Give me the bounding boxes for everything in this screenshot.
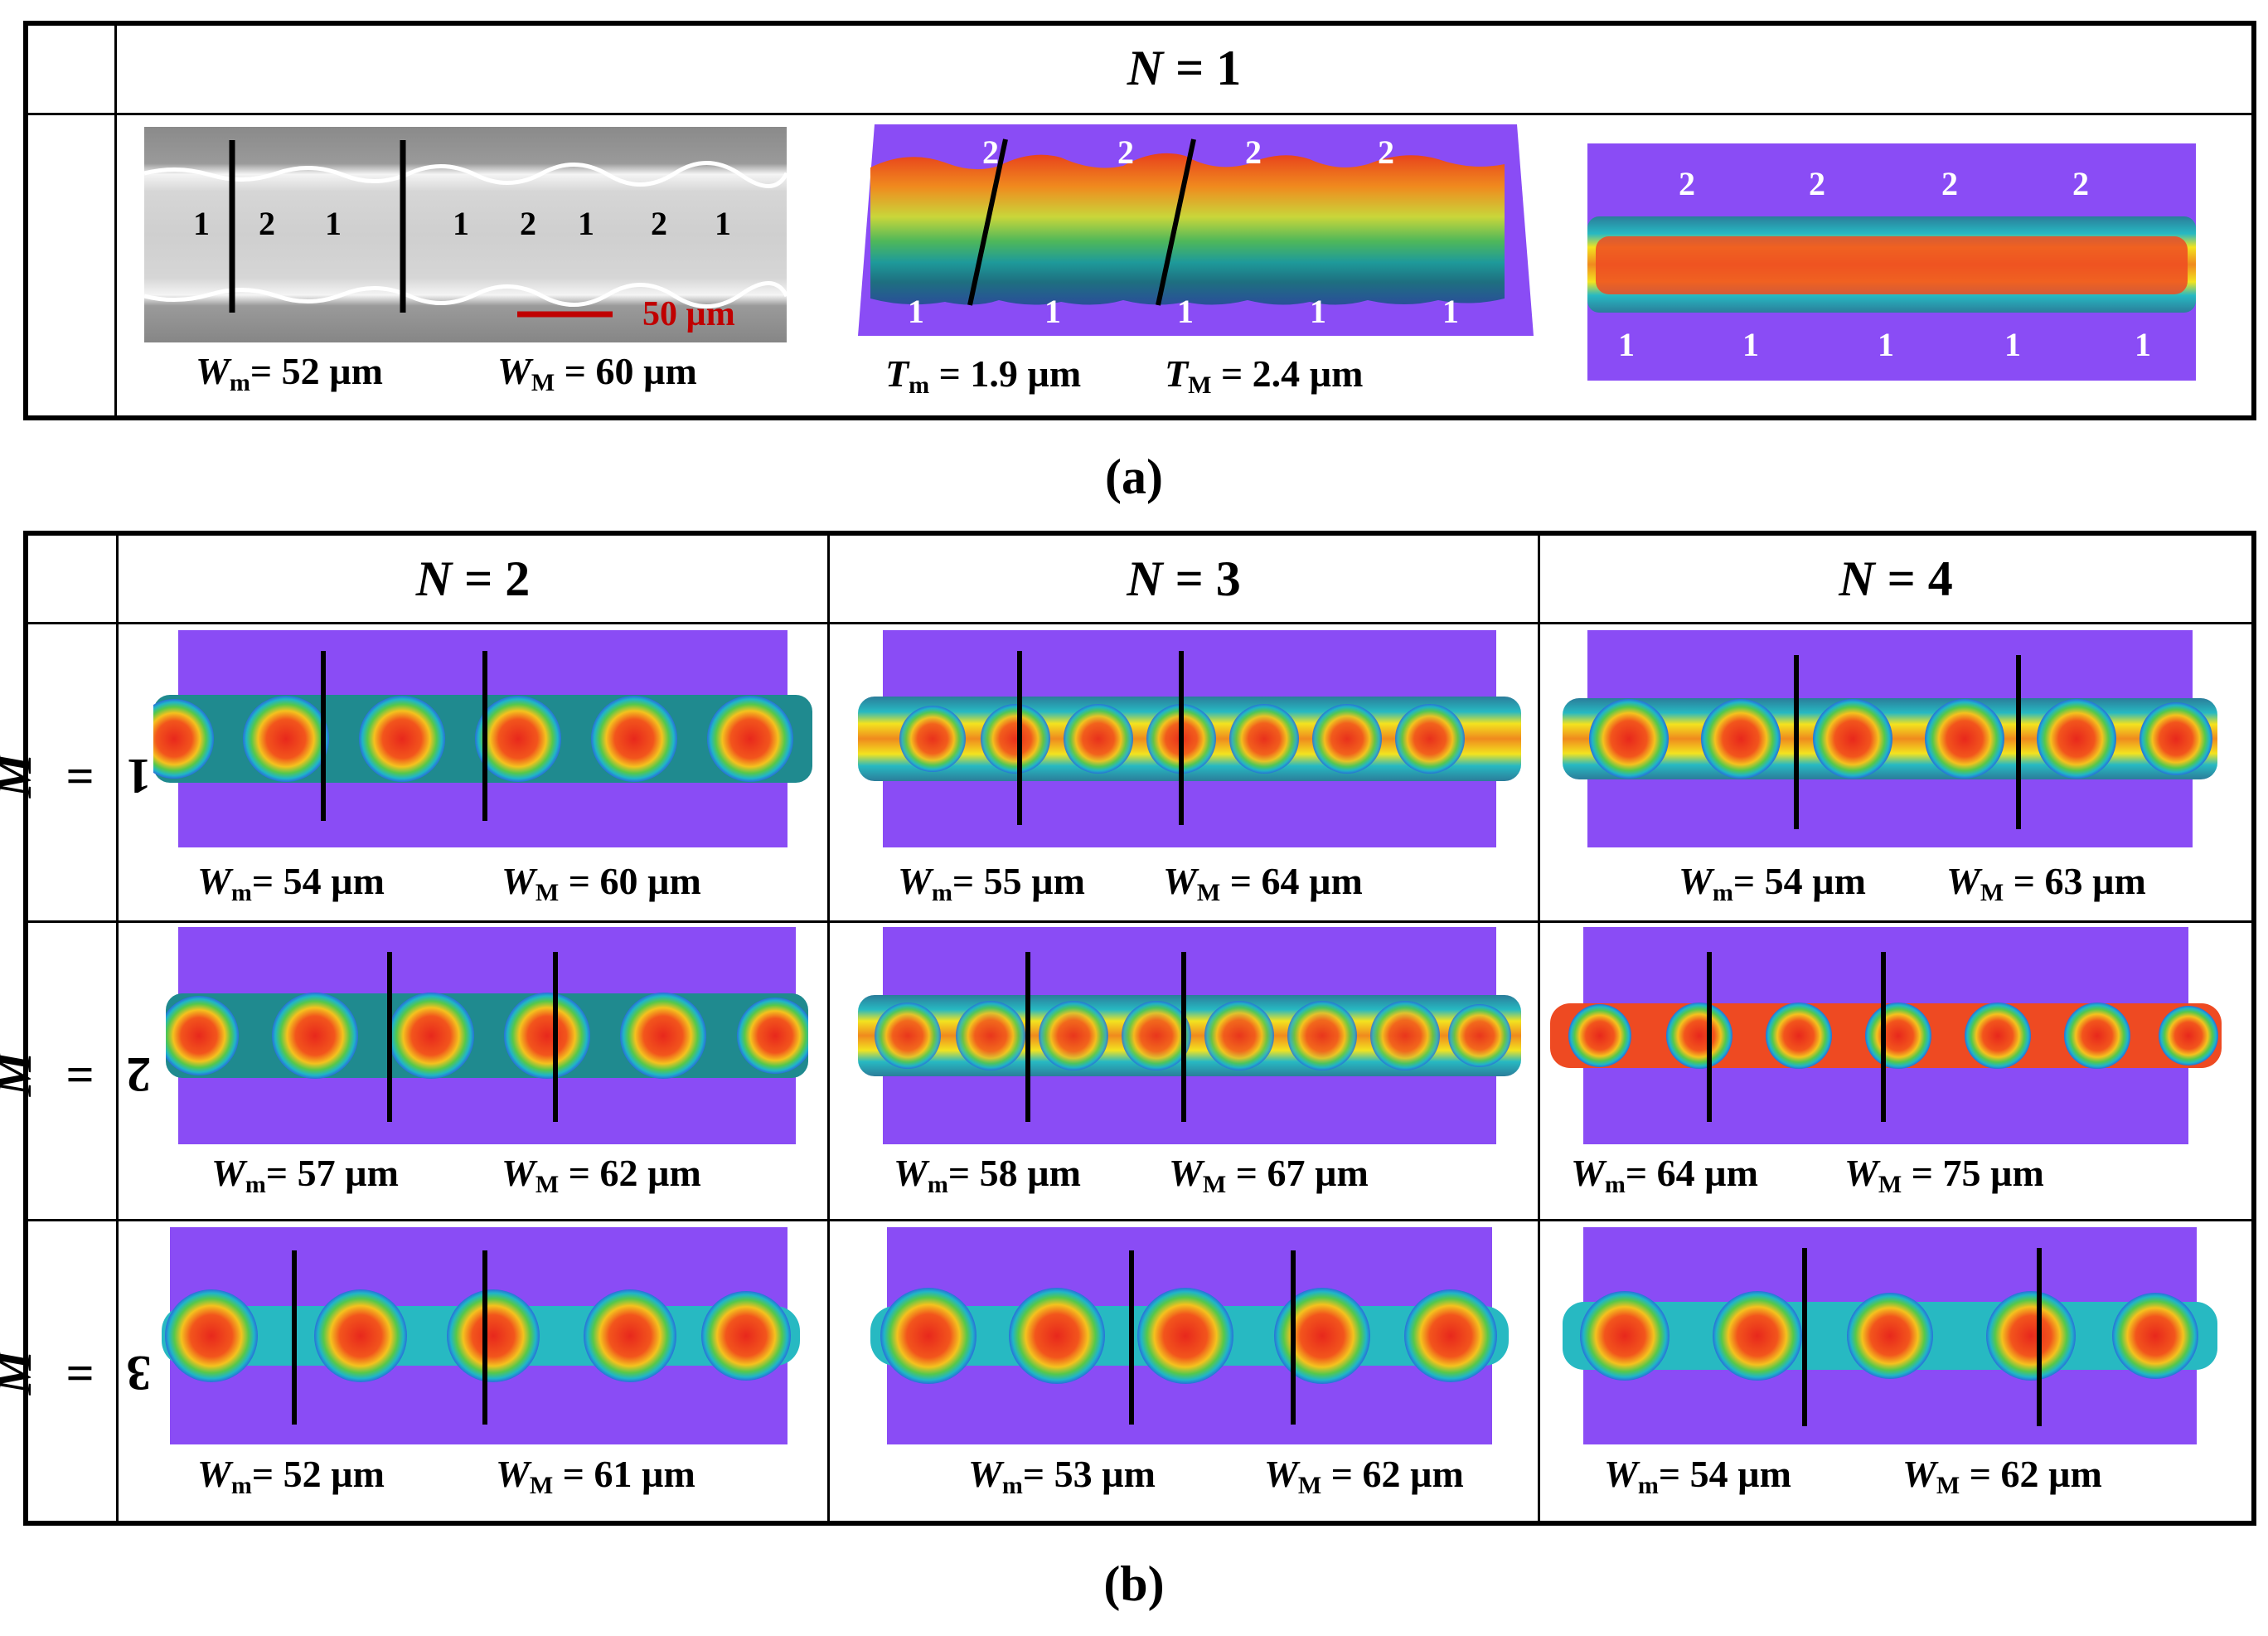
panel-a-label-column-divider — [114, 21, 117, 420]
image-m3-n2 — [162, 1227, 800, 1444]
panel-a-header-divider — [23, 113, 2256, 115]
measure-wm-min: Wm= 52 µm — [196, 350, 383, 396]
cell-m3-n2-wm-max: WM = 61 µm — [496, 1453, 695, 1499]
measure-wm-max: WM = 60 µm — [497, 350, 697, 396]
cell-m1-n4-wm-min: Wm= 54 µm — [1679, 860, 1866, 906]
cell-m2-n3-wm-max: WM = 67 µm — [1169, 1152, 1369, 1198]
sem-label: 1 — [453, 205, 469, 242]
cell-m3-n4-wm-min: Wm= 54 µm — [1604, 1453, 1791, 1499]
cell-m1-n4-wm-max: WM = 63 µm — [1946, 860, 2146, 906]
sem-label: 1 — [715, 205, 731, 242]
cell-m2-n4-wm-min: Wm= 64 µm — [1571, 1152, 1758, 1198]
panel-b-col-divider-1 — [827, 531, 830, 1526]
panel-a-header-n1: N = 1 — [1127, 41, 1242, 95]
top-view-image — [1587, 143, 2196, 381]
panel-b-row-divider-1 — [23, 920, 2256, 923]
cell-m3-n3-wm-min: Wm= 53 µm — [968, 1453, 1156, 1499]
profile-top-label: 2 — [1378, 134, 1394, 171]
cell-m2-n2-wm-min: Wm= 57 µm — [211, 1152, 399, 1198]
profile-top-label: 2 — [1117, 134, 1134, 171]
profile-top-label: 2 — [982, 134, 999, 171]
cell-m1-n2-wm-min: Wm= 54 µm — [197, 860, 385, 906]
profile-top-label: 2 — [1245, 134, 1262, 171]
caption-b: (b) — [1103, 1556, 1165, 1611]
sem-label: 1 — [325, 205, 342, 242]
cell-m2-n2-wm-max: WM = 62 µm — [502, 1152, 701, 1198]
image-m2-n3 — [858, 927, 1521, 1144]
profile-bottom-label: 1 — [1442, 293, 1459, 330]
panel-b-table — [23, 531, 2256, 1526]
measure-tm-min: Tm = 1.9 µm — [885, 352, 1082, 399]
col-header-n2: N = 2 — [415, 551, 531, 606]
row-header-m1: M = 1 — [0, 748, 152, 803]
profile-bottom-label: 1 — [1177, 293, 1194, 330]
cell-m2-n4-wm-max: WM = 75 µm — [1844, 1152, 2044, 1198]
panel-b-col-divider-2 — [1538, 531, 1540, 1526]
sem-image — [144, 127, 787, 342]
profile-bottom-label: 1 — [1310, 293, 1326, 330]
sem-label: 1 — [578, 205, 594, 242]
top-view-bottom-label: 1 — [1742, 326, 1759, 363]
sem-label: 2 — [520, 205, 536, 242]
caption-a: (a) — [1105, 449, 1163, 504]
sem-label: 2 — [651, 205, 667, 242]
cell-m3-n3-wm-max: WM = 62 µm — [1264, 1453, 1464, 1499]
top-view-top-label: 2 — [1941, 165, 1958, 202]
panel-b-label-column-divider — [116, 531, 119, 1526]
top-view-bottom-label: 1 — [2135, 326, 2151, 363]
row-header-m2: M = 2 — [0, 1046, 152, 1102]
measure-tm-max: TM = 2.4 µm — [1165, 352, 1364, 399]
cell-m1-n3-wm-min: Wm= 55 µm — [898, 860, 1085, 906]
profile-bottom-label: 1 — [1044, 293, 1061, 330]
image-m3-n3 — [870, 1227, 1509, 1444]
cell-m3-n4-wm-max: WM = 62 µm — [1902, 1453, 2102, 1499]
col-header-n4: N = 4 — [1839, 551, 1953, 606]
top-view-top-label: 2 — [1809, 165, 1825, 202]
cell-m1-n3-wm-max: WM = 64 µm — [1163, 860, 1363, 906]
top-view-top-label: 2 — [2072, 165, 2089, 202]
image-m1-n2 — [153, 630, 812, 847]
image-m3-n4 — [1563, 1227, 2217, 1444]
sem-label: 1 — [193, 205, 210, 242]
profile-bottom-label: 1 — [908, 293, 924, 330]
image-m2-n4 — [1550, 927, 2222, 1144]
image-m1-n4 — [1563, 630, 2217, 847]
top-view-bottom-label: 1 — [2004, 326, 2021, 363]
panel-b-header-divider — [23, 622, 2256, 624]
col-header-n3: N = 3 — [1127, 551, 1241, 606]
top-view-bottom-label: 1 — [1878, 326, 1894, 363]
row-header-m3: M = 3 — [0, 1345, 152, 1401]
cell-m3-n2-wm-min: Wm= 52 µm — [197, 1453, 385, 1499]
cell-m2-n3-wm-min: Wm= 58 µm — [894, 1152, 1081, 1198]
image-m2-n2 — [166, 927, 808, 1144]
profile-3d-image — [858, 124, 1534, 336]
sem-label: 2 — [259, 205, 275, 242]
top-view-top-label: 2 — [1679, 165, 1695, 202]
panel-a-table — [23, 21, 2256, 420]
top-view-bottom-label: 1 — [1618, 326, 1635, 363]
scale-bar-label: 50 µm — [642, 295, 735, 333]
image-m1-n3 — [858, 630, 1521, 847]
panel-b-row-divider-2 — [23, 1219, 2256, 1221]
cell-m1-n2-wm-max: WM = 60 µm — [502, 860, 701, 906]
